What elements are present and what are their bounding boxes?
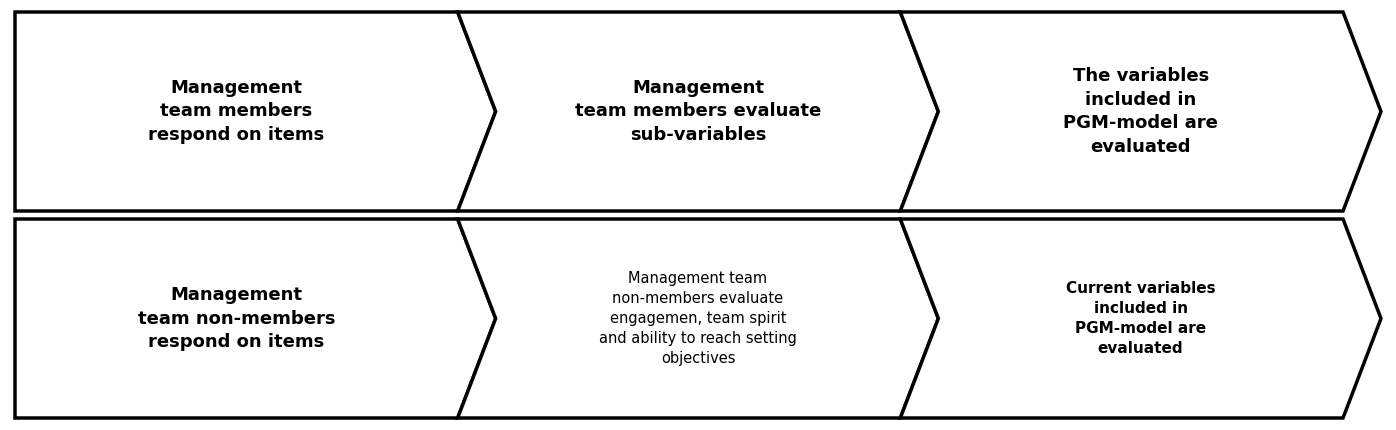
- Polygon shape: [458, 12, 938, 211]
- Text: Management team
non-members evaluate
engagemen, team spirit
and ability to reach: Management team non-members evaluate eng…: [599, 271, 797, 366]
- Text: Management
team members evaluate
sub-variables: Management team members evaluate sub-var…: [575, 79, 821, 144]
- Polygon shape: [458, 219, 938, 418]
- Polygon shape: [15, 12, 496, 211]
- Text: Management
team non-members
respond on items: Management team non-members respond on i…: [138, 286, 335, 351]
- Polygon shape: [900, 219, 1381, 418]
- Text: The variables
included in
PGM-model are
evaluated: The variables included in PGM-model are …: [1064, 67, 1219, 156]
- Polygon shape: [900, 12, 1381, 211]
- Polygon shape: [15, 219, 496, 418]
- Text: Management
team members
respond on items: Management team members respond on items: [148, 79, 324, 144]
- Text: Current variables
included in
PGM-model are
evaluated: Current variables included in PGM-model …: [1067, 281, 1216, 356]
